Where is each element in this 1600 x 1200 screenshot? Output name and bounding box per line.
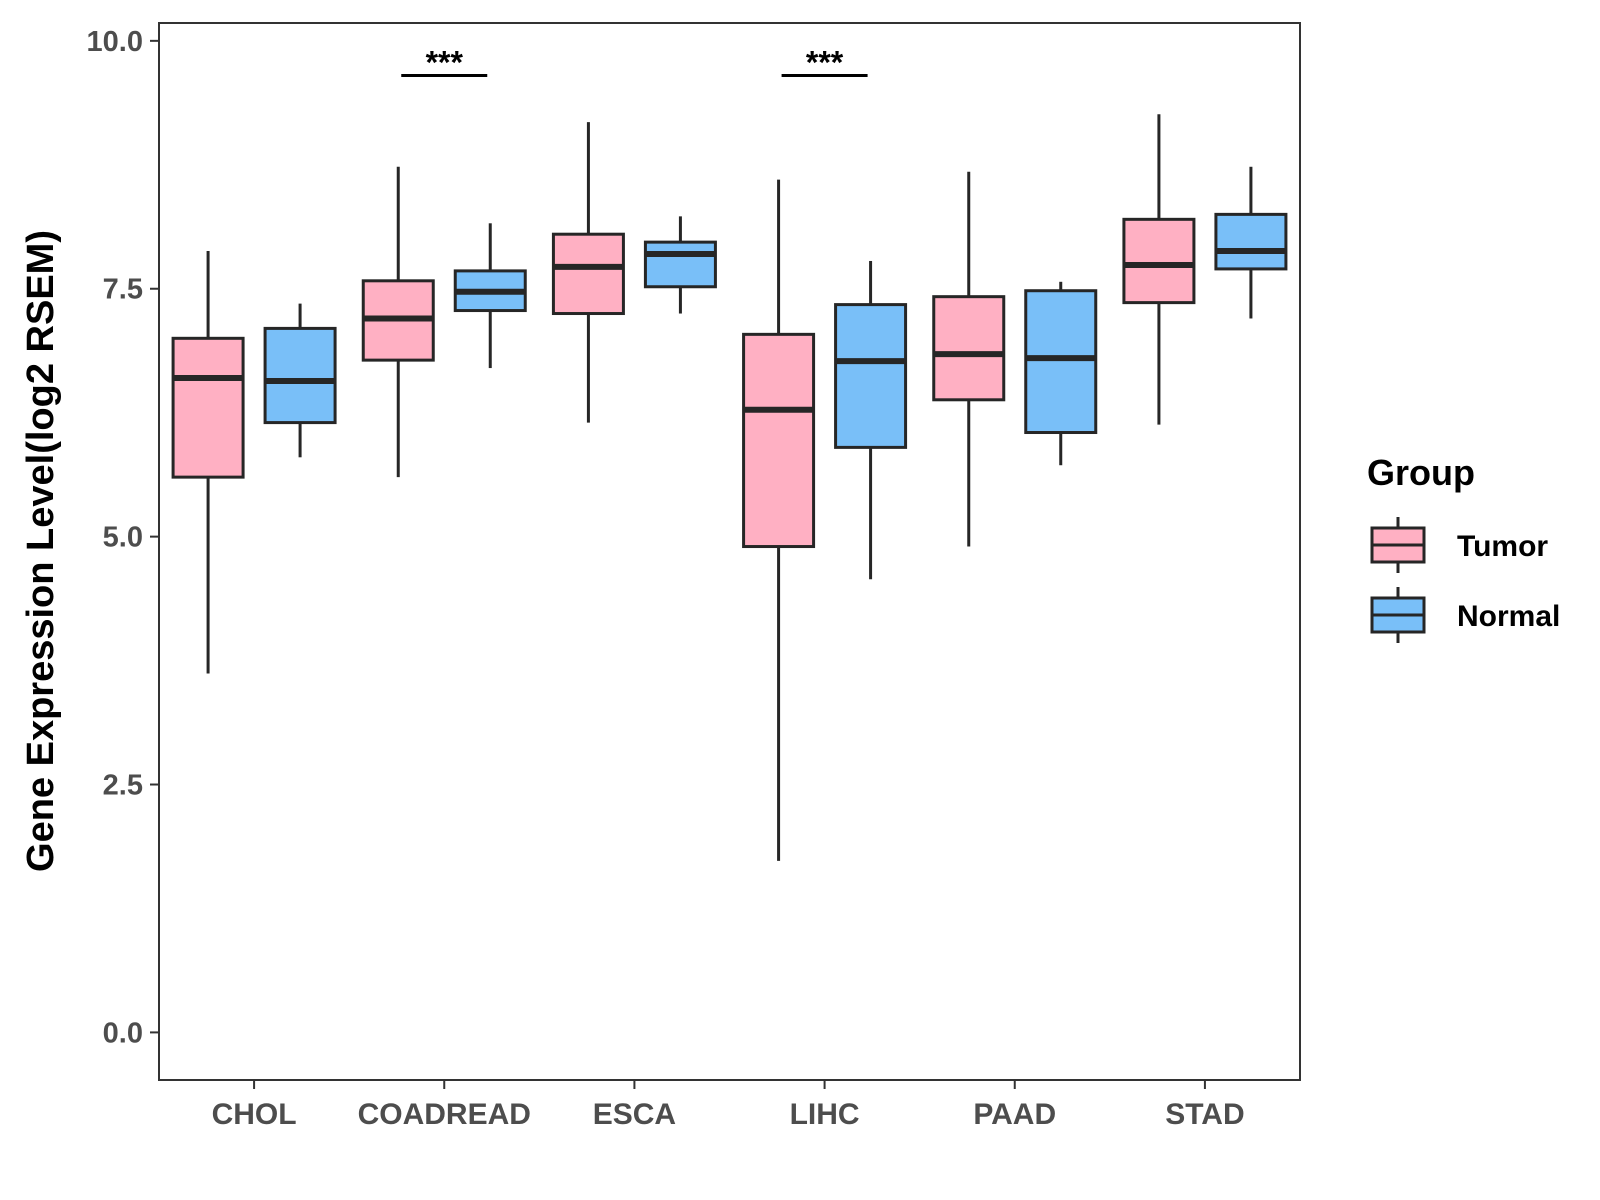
box-tumor-lihc (742, 179, 816, 861)
box-tumor-stad (1122, 114, 1196, 425)
box-iqr (932, 295, 1006, 402)
box-normal-lihc (834, 260, 908, 580)
legend: Group Tumor Normal (1367, 452, 1560, 643)
x-axis: CHOL COADREAD ESCA LIHC PAAD STAD (212, 1080, 1245, 1131)
box-normal-paad (1024, 281, 1098, 466)
legend-entry-normal: Normal (1370, 587, 1560, 643)
box-tumor-chol (171, 251, 245, 674)
box-normal-chol (263, 303, 337, 458)
box-tumor-paad (932, 171, 1006, 547)
significance-coadread: *** (401, 45, 488, 81)
x-tick-label: COADREAD (358, 1098, 531, 1131)
box-tumor-coadread (361, 166, 435, 478)
legend-entry-tumor: Tumor (1370, 517, 1548, 573)
plot-area: *** *** (171, 45, 1288, 861)
x-tick-label: PAAD (973, 1098, 1056, 1131)
legend-title: Group (1367, 452, 1475, 493)
box-iqr (834, 303, 908, 449)
box-iqr (1024, 289, 1098, 435)
x-tick-label: STAD (1165, 1098, 1244, 1131)
y-tick-label: 10.0 (87, 26, 143, 58)
plot-panel-border (158, 22, 1301, 1081)
box-tumor-esca (551, 122, 625, 423)
y-tick-label: 5.0 (103, 522, 143, 554)
x-tick-label: LIHC (790, 1098, 860, 1131)
box-iqr (171, 336, 245, 479)
x-tick-label: ESCA (593, 1098, 676, 1131)
box-iqr (643, 240, 717, 289)
y-axis-title: Gene Expression Level(log2 RSEM) (20, 230, 62, 872)
significance-label: *** (426, 45, 464, 81)
y-tick-label: 0.0 (103, 1017, 143, 1049)
y-tick-label: 7.5 (103, 274, 143, 306)
x-tick-label: CHOL (212, 1098, 297, 1131)
box-iqr (742, 332, 816, 549)
box-normal-esca (643, 216, 717, 314)
y-tick-label: 2.5 (103, 770, 143, 802)
y-axis: 0.0 2.5 5.0 7.5 10.0 (87, 26, 159, 1049)
box-iqr (1122, 217, 1196, 305)
legend-label: Normal (1457, 600, 1560, 633)
legend-label: Tumor (1457, 530, 1548, 563)
box-normal-stad (1214, 166, 1288, 319)
significance-label: *** (806, 45, 844, 81)
significance-lihc: *** (781, 45, 868, 81)
box-iqr (1214, 212, 1288, 271)
box-iqr (263, 326, 337, 425)
box-iqr (551, 232, 625, 316)
box-normal-coadread (453, 223, 527, 369)
